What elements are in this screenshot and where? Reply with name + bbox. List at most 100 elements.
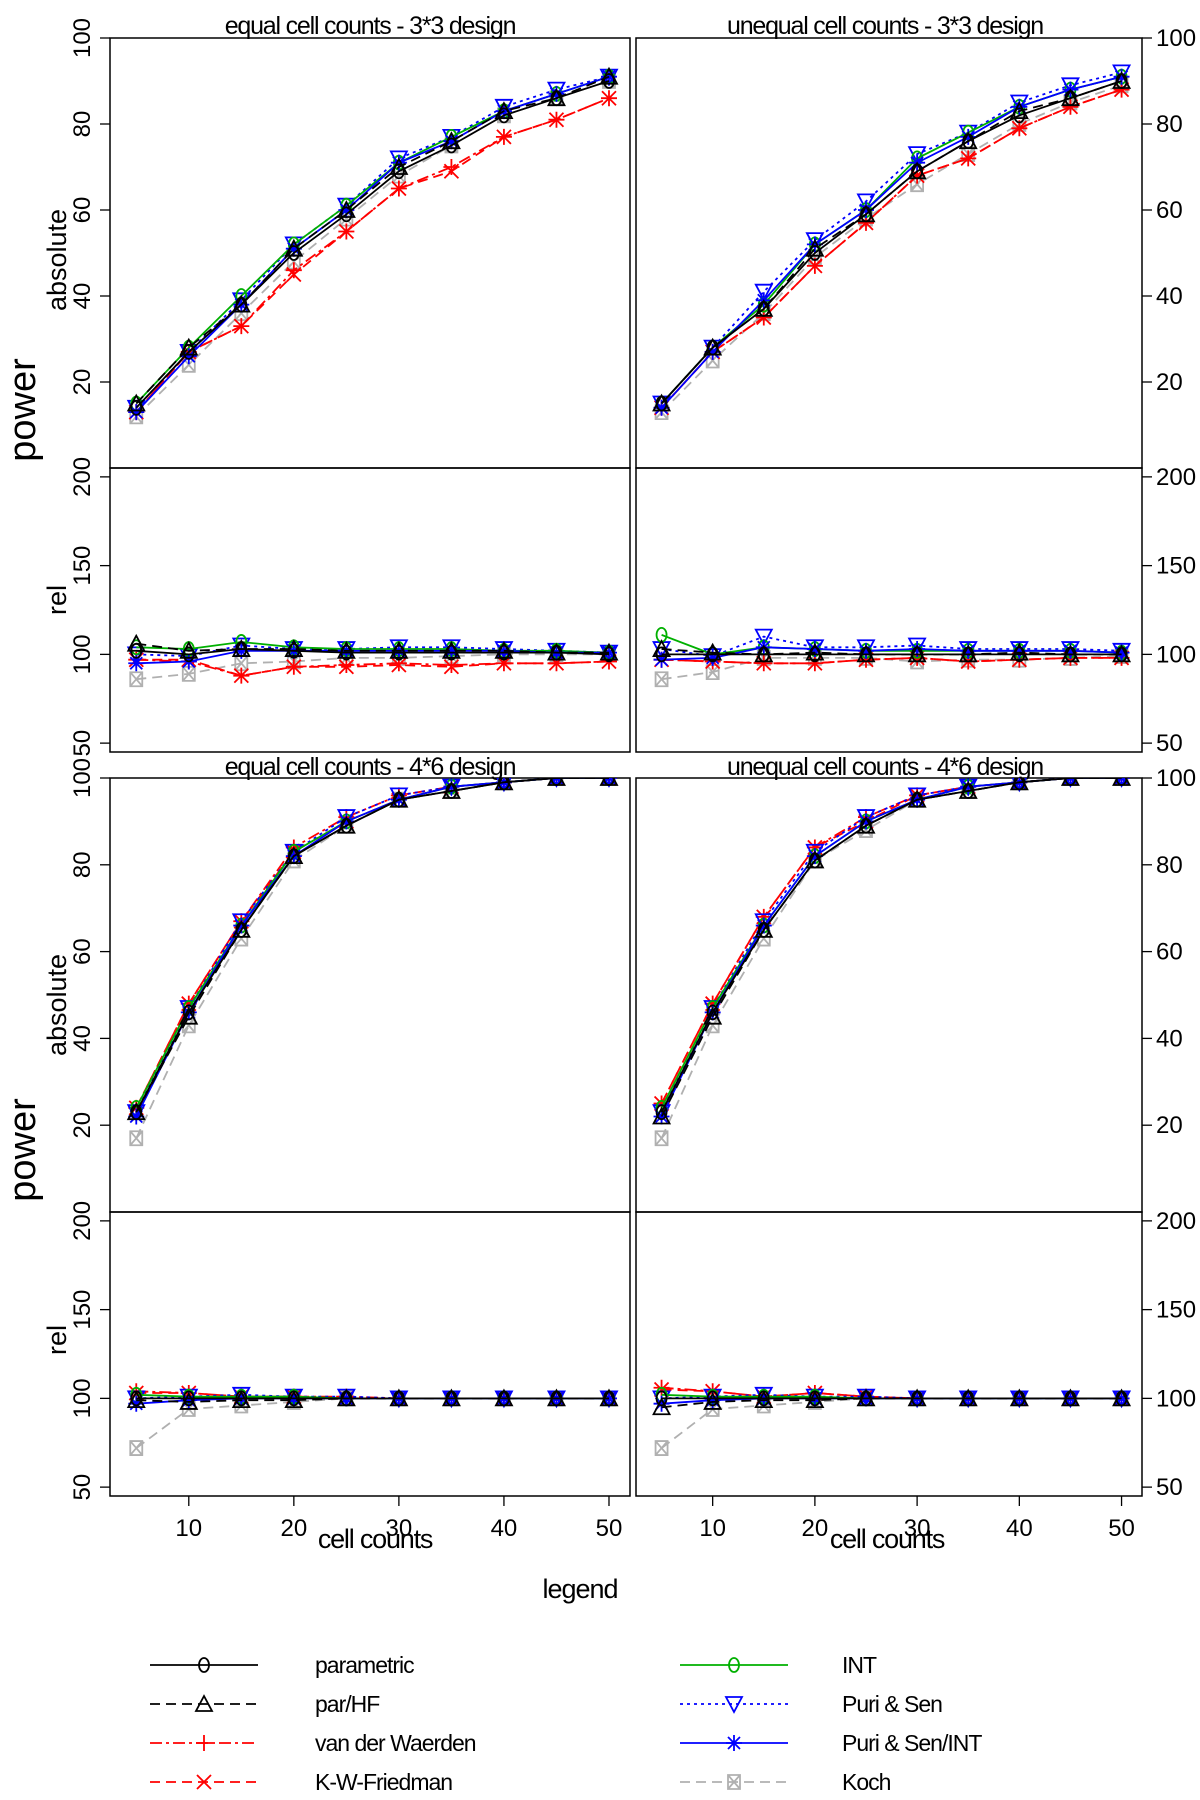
legend-marker-parhf [194, 1694, 214, 1712]
point-2-absolute-parametric-0 [130, 1104, 143, 1121]
y-tick-label-0-absolute-1: 40 [69, 283, 96, 310]
y-tick-label-3-absolute-3: 80 [1156, 852, 1183, 879]
series-line-1-absolute-koch [660, 84, 1122, 413]
y-tick-label-2-absolute-0: 20 [69, 1112, 96, 1139]
y-title-power-top: power [2, 358, 44, 462]
point-3-relative-koch-0 [654, 1440, 669, 1456]
point-0-absolute-vdw-3 [285, 262, 302, 279]
y-tick-label-0-absolute-2: 60 [69, 197, 96, 224]
point-1-relative-puriint-5 [909, 641, 926, 658]
point-1-absolute-puri-2 [754, 283, 774, 302]
legend-title: legend [542, 1574, 617, 1604]
point-1-absolute-parametric-3 [808, 245, 821, 261]
panel-0-relative-frame [109, 467, 631, 753]
legend-marker-koch [727, 1774, 741, 1790]
point-2-absolute-puriint-6 [443, 778, 460, 795]
point-0-relative-parametric-5 [392, 644, 405, 661]
point-0-absolute-parametric-4 [340, 206, 353, 223]
legend-label-kw: K-W-Friedman [315, 1769, 452, 1795]
point-3-relative-parhf-0 [652, 1397, 672, 1416]
series-line-1-absolute-parametric [660, 80, 1122, 405]
plot-area-3-relative [652, 1379, 1132, 1456]
series-line-1-relative-puri [661, 635, 1122, 658]
point-0-absolute-parametric-0 [130, 399, 143, 416]
point-0-relative-parametric-0 [130, 642, 143, 659]
panel-title-equal-4x6: equal cell counts - 4*6 design [225, 753, 516, 781]
point-2-relative-parhf-3 [284, 1390, 304, 1409]
point-1-relative-puriint-9 [1113, 644, 1130, 661]
x-tick-label-0-4: 50 [596, 1515, 623, 1542]
point-1-relative-parametric-7 [1013, 646, 1026, 663]
point-0-absolute-parametric-1 [182, 343, 195, 360]
row-label-rel-top: rel [42, 585, 72, 615]
point-1-relative-parametric-8 [1064, 646, 1077, 663]
x-title-left: cell counts [318, 1524, 433, 1554]
legend-marker-kw [196, 1774, 212, 1790]
y-tick-label-3-absolute-1: 40 [1156, 1025, 1183, 1052]
point-0-absolute-puriint-4 [338, 202, 355, 218]
x-tick-label-0-0: 10 [175, 1515, 202, 1542]
point-1-absolute-puriint-6 [960, 128, 977, 145]
point-3-absolute-parametric-8 [1064, 778, 1077, 786]
row-label-rel-bottom: rel [42, 1325, 72, 1355]
legend-item-vdw: van der Waerden [150, 1730, 477, 1756]
point-2-relative-parametric-7 [498, 1390, 510, 1407]
point-2-absolute-puriint-0 [128, 1108, 145, 1125]
point-0-absolute-puriint-3 [285, 240, 302, 257]
y-tick-label-0-relative-3: 200 [69, 457, 96, 497]
point-1-relative-parametric-2 [757, 646, 770, 663]
point-1-absolute-parametric-0 [655, 395, 668, 412]
point-3-absolute-parametric-5 [911, 791, 924, 808]
point-3-absolute-parametric-6 [962, 783, 975, 799]
point-1-absolute-parametric-8 [1064, 90, 1077, 107]
series-line-1-relative-vdw [661, 656, 1122, 665]
point-3-absolute-parametric-9 [1115, 778, 1128, 786]
point-1-relative-vdw-2 [755, 655, 772, 672]
point-1-absolute-parametric-5 [911, 163, 924, 180]
y-tick-label-0-absolute-0: 20 [69, 369, 96, 396]
point-1-absolute-parametric-4 [860, 206, 872, 223]
y-tick-label-2-absolute-3: 80 [69, 851, 96, 878]
legend-label-koch: Koch [842, 1769, 891, 1795]
y-tick-label-1-relative-2: 150 [1156, 553, 1196, 580]
point-0-relative-puriint-6 [443, 642, 460, 659]
point-2-absolute-parametric-1 [182, 1004, 195, 1021]
legend-item-puri: Puri & Sen [680, 1691, 943, 1717]
point-1-absolute-puriint-9 [1113, 68, 1130, 85]
point-2-absolute-parametric-9 [603, 778, 615, 786]
point-1-relative-parametric-9 [1115, 646, 1128, 663]
legend-item-parametric: parametric [150, 1652, 415, 1678]
y-title-power-bottom: power [2, 1098, 44, 1202]
point-3-absolute-parametric-0 [655, 1104, 668, 1121]
point-0-absolute-vdw-9 [600, 90, 617, 107]
series-line-0-absolute-parhf [135, 75, 610, 405]
point-1-relative-parametric-1 [706, 646, 719, 663]
series-line-1-relative-puriint [661, 646, 1122, 661]
series-line-2-absolute-parametric [135, 778, 609, 1113]
point-3-relative-parametric-8 [1064, 1390, 1077, 1407]
point-2-absolute-parametric-2 [235, 922, 248, 938]
plot-area-1-relative [652, 626, 1132, 688]
legend-item-kw: K-W-Friedman [150, 1769, 453, 1795]
y-tick-label-0-relative-2: 150 [69, 546, 96, 586]
y-tick-label-3-absolute-0: 20 [1156, 1112, 1183, 1139]
legend-marker-vdw [196, 1735, 212, 1751]
point-1-absolute-puri-4 [856, 193, 876, 212]
y-tick-label-1-absolute-4: 100 [1156, 25, 1196, 52]
point-2-relative-parametric-3 [287, 1390, 300, 1407]
point-2-relative-parhf-2 [231, 1390, 251, 1409]
point-0-relative-parametric-1 [182, 646, 195, 663]
plot-area-1-absolute [652, 64, 1132, 420]
point-1-absolute-parametric-2 [757, 300, 770, 317]
legend-item-int: INT [680, 1652, 878, 1678]
point-1-relative-parametric-0 [655, 646, 668, 663]
panel-title-unequal-3x3: unequal cell counts - 3*3 design [727, 12, 1043, 40]
x-tick-label-1-0: 10 [699, 1515, 726, 1542]
point-3-relative-parametric-4 [860, 1390, 872, 1407]
y-tick-label-2-relative-0: 50 [69, 1474, 96, 1501]
point-0-absolute-puriint-5 [390, 154, 407, 171]
point-3-absolute-parametric-4 [860, 817, 872, 834]
point-3-absolute-puriint-2 [755, 917, 772, 934]
point-1-relative-vdw-3 [806, 655, 823, 672]
